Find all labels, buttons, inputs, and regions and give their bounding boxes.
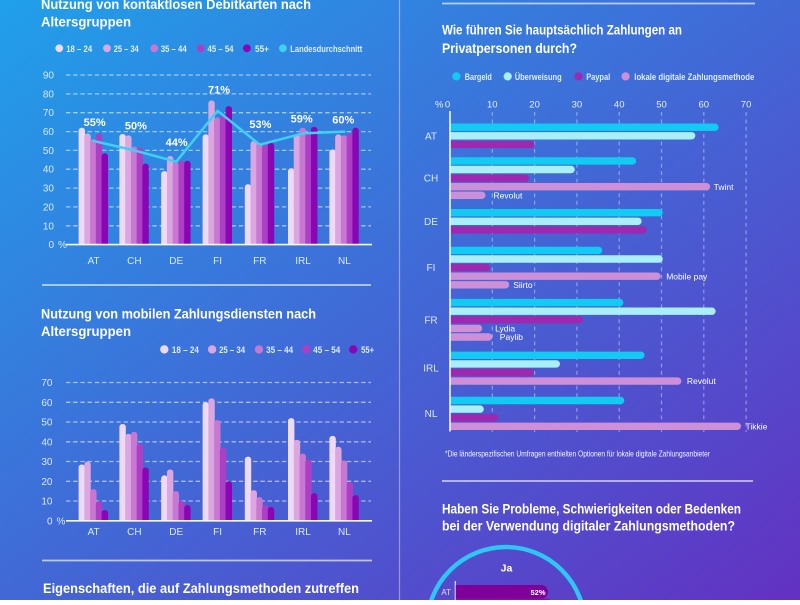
svg-text:FR: FR [424,315,437,326]
svg-text:90: 90 [43,71,55,82]
svg-text:Bargeld: Bargeld [465,72,492,82]
svg-text:50: 50 [43,146,55,157]
svg-text:0: 0 [445,100,450,111]
svg-text:60: 60 [699,100,710,111]
svg-text:80: 80 [43,89,55,100]
svg-text:Altersgruppen: Altersgruppen [41,13,131,29]
svg-text:25 – 34: 25 – 34 [219,345,246,355]
svg-text:30: 30 [43,184,55,195]
svg-text:55+: 55+ [361,345,374,355]
svg-text:59%: 59% [291,114,313,126]
svg-text:70: 70 [41,378,53,389]
svg-text:*Die länderspezifischen Umfrag: *Die länderspezifischen Umfragen enthiel… [445,450,710,459]
svg-text:NL: NL [425,409,438,420]
svg-text:18 – 24: 18 – 24 [66,44,93,54]
svg-text:45 – 54: 45 – 54 [313,345,341,355]
svg-text:Nutzung von mobilen Zahlungsdi: Nutzung von mobilen Zahlungsdiensten nac… [41,306,316,322]
svg-text:%: % [58,240,67,251]
svg-text:60: 60 [43,127,55,138]
svg-text:60%: 60% [332,115,354,127]
svg-text:Wie führen Sie hauptsächlich Z: Wie führen Sie hauptsächlich Zahlungen a… [442,22,682,38]
svg-text:30: 30 [572,100,583,111]
svg-text:20: 20 [43,202,55,213]
svg-text:CH: CH [127,256,141,267]
svg-text:10: 10 [43,221,55,232]
svg-text:bei der Verwendung digitaler Z: bei der Verwendung digitaler Zahlungsmet… [442,518,735,534]
svg-text:18 – 24: 18 – 24 [172,345,200,355]
svg-text:10: 10 [487,100,498,111]
svg-text:0: 0 [48,240,54,251]
svg-text:FI: FI [427,263,436,274]
svg-text:AT: AT [441,588,451,597]
svg-text:DE: DE [169,527,183,538]
svg-text:30: 30 [41,457,53,468]
svg-text:55+: 55+ [255,44,269,54]
svg-text:%: % [435,100,444,111]
svg-text:35 – 44: 35 – 44 [161,44,188,54]
svg-text:IRL: IRL [295,256,311,267]
svg-text:53%: 53% [249,119,271,131]
svg-text:50: 50 [656,100,667,111]
svg-text:FR: FR [253,256,266,267]
svg-text:Altersgruppen: Altersgruppen [41,323,131,339]
svg-text:52%: 52% [530,588,545,597]
svg-text:NL: NL [338,527,351,538]
svg-text:71%: 71% [208,85,230,97]
svg-text:40: 40 [43,165,55,176]
svg-text:IRL: IRL [423,364,439,375]
svg-text:40: 40 [41,437,53,448]
svg-text:50: 50 [41,418,53,429]
svg-text:20: 20 [41,477,53,488]
svg-text:CH: CH [424,174,438,185]
svg-text:60: 60 [41,398,53,409]
svg-text:Siirto: Siirto [513,280,533,290]
svg-text:Haben Sie Probleme, Schwierigk: Haben Sie Probleme, Schwierigkeiten oder… [442,501,741,517]
svg-text:10: 10 [41,497,53,508]
svg-text:Mobile pay: Mobile pay [666,271,708,281]
svg-text:Revolut: Revolut [687,376,716,386]
svg-text:Revolut: Revolut [494,190,523,200]
svg-text:Landesdurchschnitt: Landesdurchschnitt [290,44,362,54]
svg-text:20: 20 [529,100,540,111]
svg-text:25 – 34: 25 – 34 [114,44,140,54]
svg-text:FI: FI [213,256,222,267]
svg-text:0: 0 [47,516,53,527]
svg-text:70: 70 [43,108,55,119]
svg-text:55%: 55% [84,117,106,129]
svg-text:50%: 50% [125,121,147,133]
svg-text:DE: DE [424,217,438,228]
svg-text:44%: 44% [166,137,188,149]
svg-text:FI: FI [213,527,222,538]
svg-text:Nutzung von kontaktlosen Debit: Nutzung von kontaktlosen Debitkarten nac… [41,0,311,12]
svg-text:Paypal: Paypal [586,72,610,82]
svg-text:Privatpersonen durch?: Privatpersonen durch? [442,40,577,56]
svg-text:NL: NL [338,256,351,267]
svg-text:40: 40 [614,100,625,111]
svg-text:Überweisung: Überweisung [515,72,562,82]
svg-text:Ja: Ja [501,563,513,575]
svg-text:Eigenschaften, die auf Zahlung: Eigenschaften, die auf Zahlungsmethoden … [43,580,359,596]
svg-text:CH: CH [127,527,141,538]
svg-text:Tikkie: Tikkie [746,421,768,431]
svg-text:AT: AT [425,131,437,142]
svg-text:FR: FR [253,527,266,538]
svg-text:DE: DE [169,256,183,267]
svg-text:%: % [57,516,66,527]
svg-text:35 – 44: 35 – 44 [266,345,294,355]
svg-text:45 – 54: 45 – 54 [208,44,235,54]
svg-text:Lydia: Lydia [495,324,515,334]
svg-text:Paylib: Paylib [500,332,523,342]
svg-text:70: 70 [741,100,752,111]
svg-text:AT: AT [88,527,100,538]
svg-text:lokale digitale Zahlungsmethod: lokale digitale Zahlungsmethode [634,72,754,82]
svg-text:IRL: IRL [295,527,311,538]
svg-text:Twint: Twint [714,182,734,192]
svg-text:AT: AT [88,256,100,267]
